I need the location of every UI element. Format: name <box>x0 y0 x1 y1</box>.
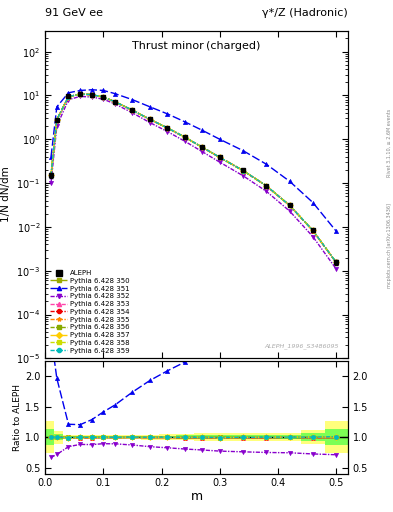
Bar <box>54 431 62 443</box>
Bar <box>194 435 211 439</box>
Bar <box>86 435 97 439</box>
Bar <box>278 433 301 441</box>
Text: 91 GeV ee: 91 GeV ee <box>45 8 103 18</box>
Text: γ*/Z (Hadronic): γ*/Z (Hadronic) <box>262 8 348 18</box>
Bar <box>176 434 194 440</box>
Y-axis label: 1/N dN/dm: 1/N dN/dm <box>0 167 11 222</box>
Bar <box>255 435 278 439</box>
Bar <box>278 435 301 439</box>
Legend: ALEPH, Pythia 6.428 350, Pythia 6.428 351, Pythia 6.428 352, Pythia 6.428 353, P: ALEPH, Pythia 6.428 350, Pythia 6.428 35… <box>49 269 131 355</box>
Bar <box>74 436 86 438</box>
Bar <box>159 434 176 440</box>
Bar <box>211 435 231 439</box>
Bar <box>325 429 348 445</box>
Bar <box>54 434 62 440</box>
Bar <box>86 436 97 438</box>
Bar <box>45 421 54 453</box>
Y-axis label: Ratio to ALEPH: Ratio to ALEPH <box>13 384 22 451</box>
Bar <box>255 433 278 441</box>
Bar <box>109 435 124 439</box>
Bar <box>124 435 141 439</box>
Bar <box>124 436 141 438</box>
Bar <box>301 433 325 441</box>
Bar <box>97 436 109 438</box>
Bar <box>62 435 74 439</box>
Bar <box>141 436 159 438</box>
Bar <box>45 429 54 445</box>
Bar <box>159 436 176 438</box>
Bar <box>194 433 211 441</box>
Bar <box>231 435 255 439</box>
Bar <box>141 435 159 440</box>
Bar <box>301 430 325 444</box>
X-axis label: m: m <box>191 490 202 503</box>
Bar <box>97 435 109 439</box>
Bar <box>231 433 255 441</box>
Bar <box>109 436 124 438</box>
Text: Thrust minor (charged): Thrust minor (charged) <box>132 40 261 51</box>
Text: Rivet 3.1.10, ≥ 2.6M events: Rivet 3.1.10, ≥ 2.6M events <box>387 109 392 178</box>
Text: mcplots.cern.ch [arXiv:1306.3436]: mcplots.cern.ch [arXiv:1306.3436] <box>387 203 392 288</box>
Bar <box>74 435 86 439</box>
Bar <box>62 436 74 438</box>
Bar <box>211 433 231 441</box>
Bar <box>176 435 194 439</box>
Bar <box>325 421 348 453</box>
Text: ALEPH_1996_S3486095: ALEPH_1996_S3486095 <box>264 343 339 349</box>
